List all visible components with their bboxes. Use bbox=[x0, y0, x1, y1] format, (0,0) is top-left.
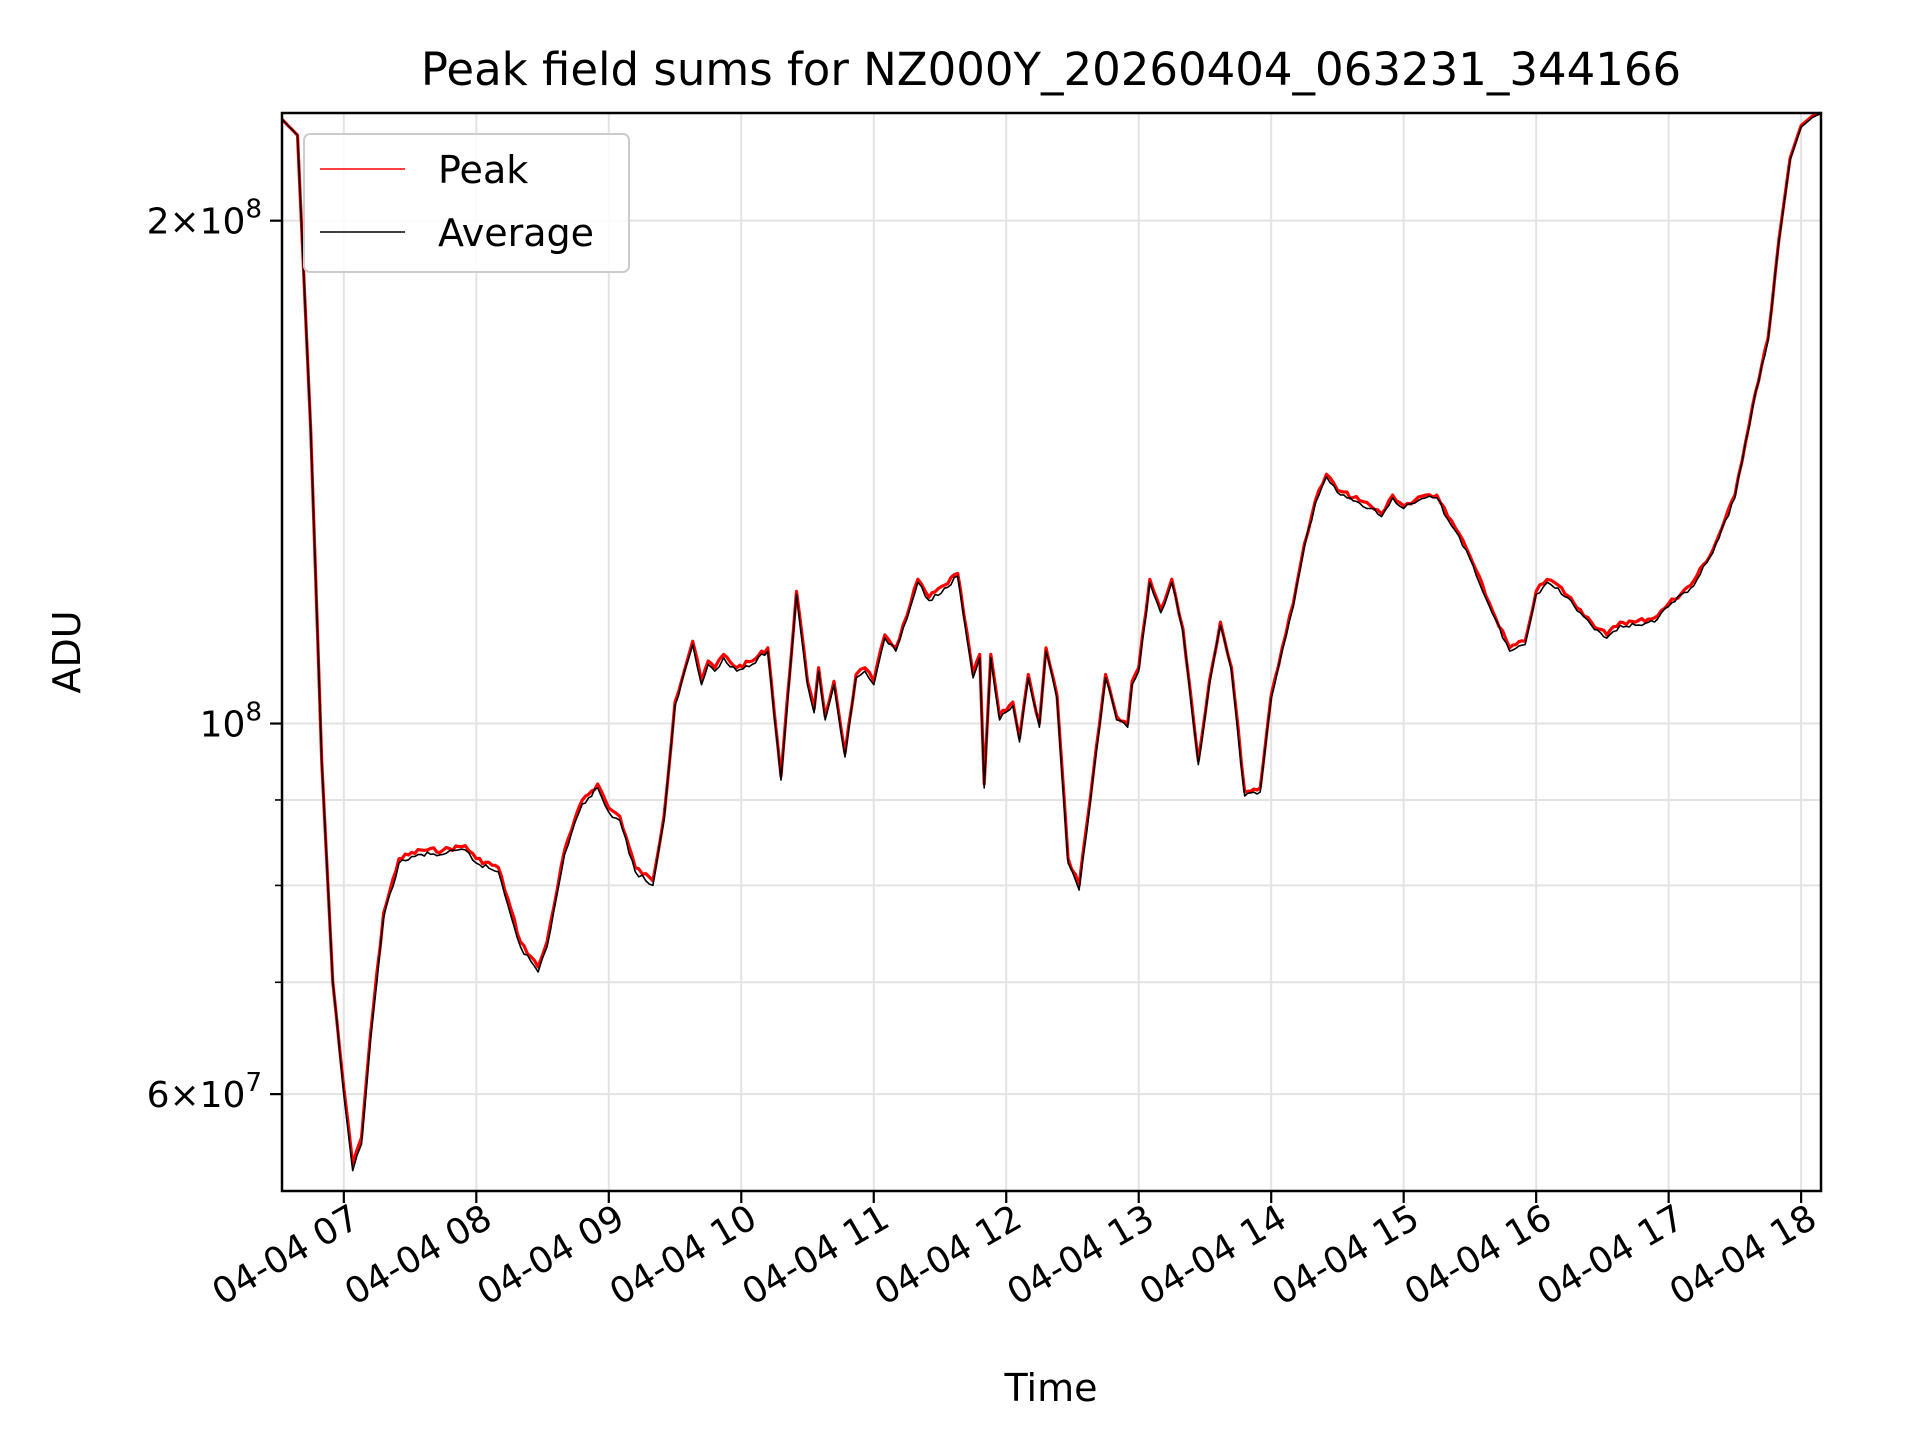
y-tick-exponent: 8 bbox=[245, 195, 262, 225]
y-tick-mantissa: 6 bbox=[147, 1075, 170, 1116]
chart-title: Peak field sums for NZ000Y_20260404_0632… bbox=[421, 43, 1681, 96]
legend: Peak Average bbox=[303, 133, 630, 273]
series-line-average bbox=[281, 112, 1822, 1172]
legend-label-peak: Peak bbox=[438, 148, 528, 192]
legend-label-average: Average bbox=[438, 211, 594, 255]
y-tick-times: ×10 bbox=[169, 202, 245, 243]
y-axis-label: ADU bbox=[45, 610, 89, 693]
y-tick-exponent: 7 bbox=[245, 1068, 262, 1098]
grid bbox=[282, 113, 1821, 1191]
y-tick-label: 108 bbox=[200, 698, 262, 746]
y-tick-mantissa: 2 bbox=[147, 202, 170, 243]
series-lines bbox=[280, 111, 1822, 1172]
y-tick-times: ×10 bbox=[169, 1075, 245, 1116]
y-tick-exponent: 8 bbox=[245, 698, 262, 728]
x-axis-label: Time bbox=[1004, 1366, 1098, 1410]
y-tick-base: 10 bbox=[200, 705, 246, 746]
y-tick-label: 6×107 bbox=[147, 1068, 262, 1116]
y-tick-label: 2×108 bbox=[147, 195, 262, 243]
plot-frame bbox=[280, 111, 1823, 1193]
